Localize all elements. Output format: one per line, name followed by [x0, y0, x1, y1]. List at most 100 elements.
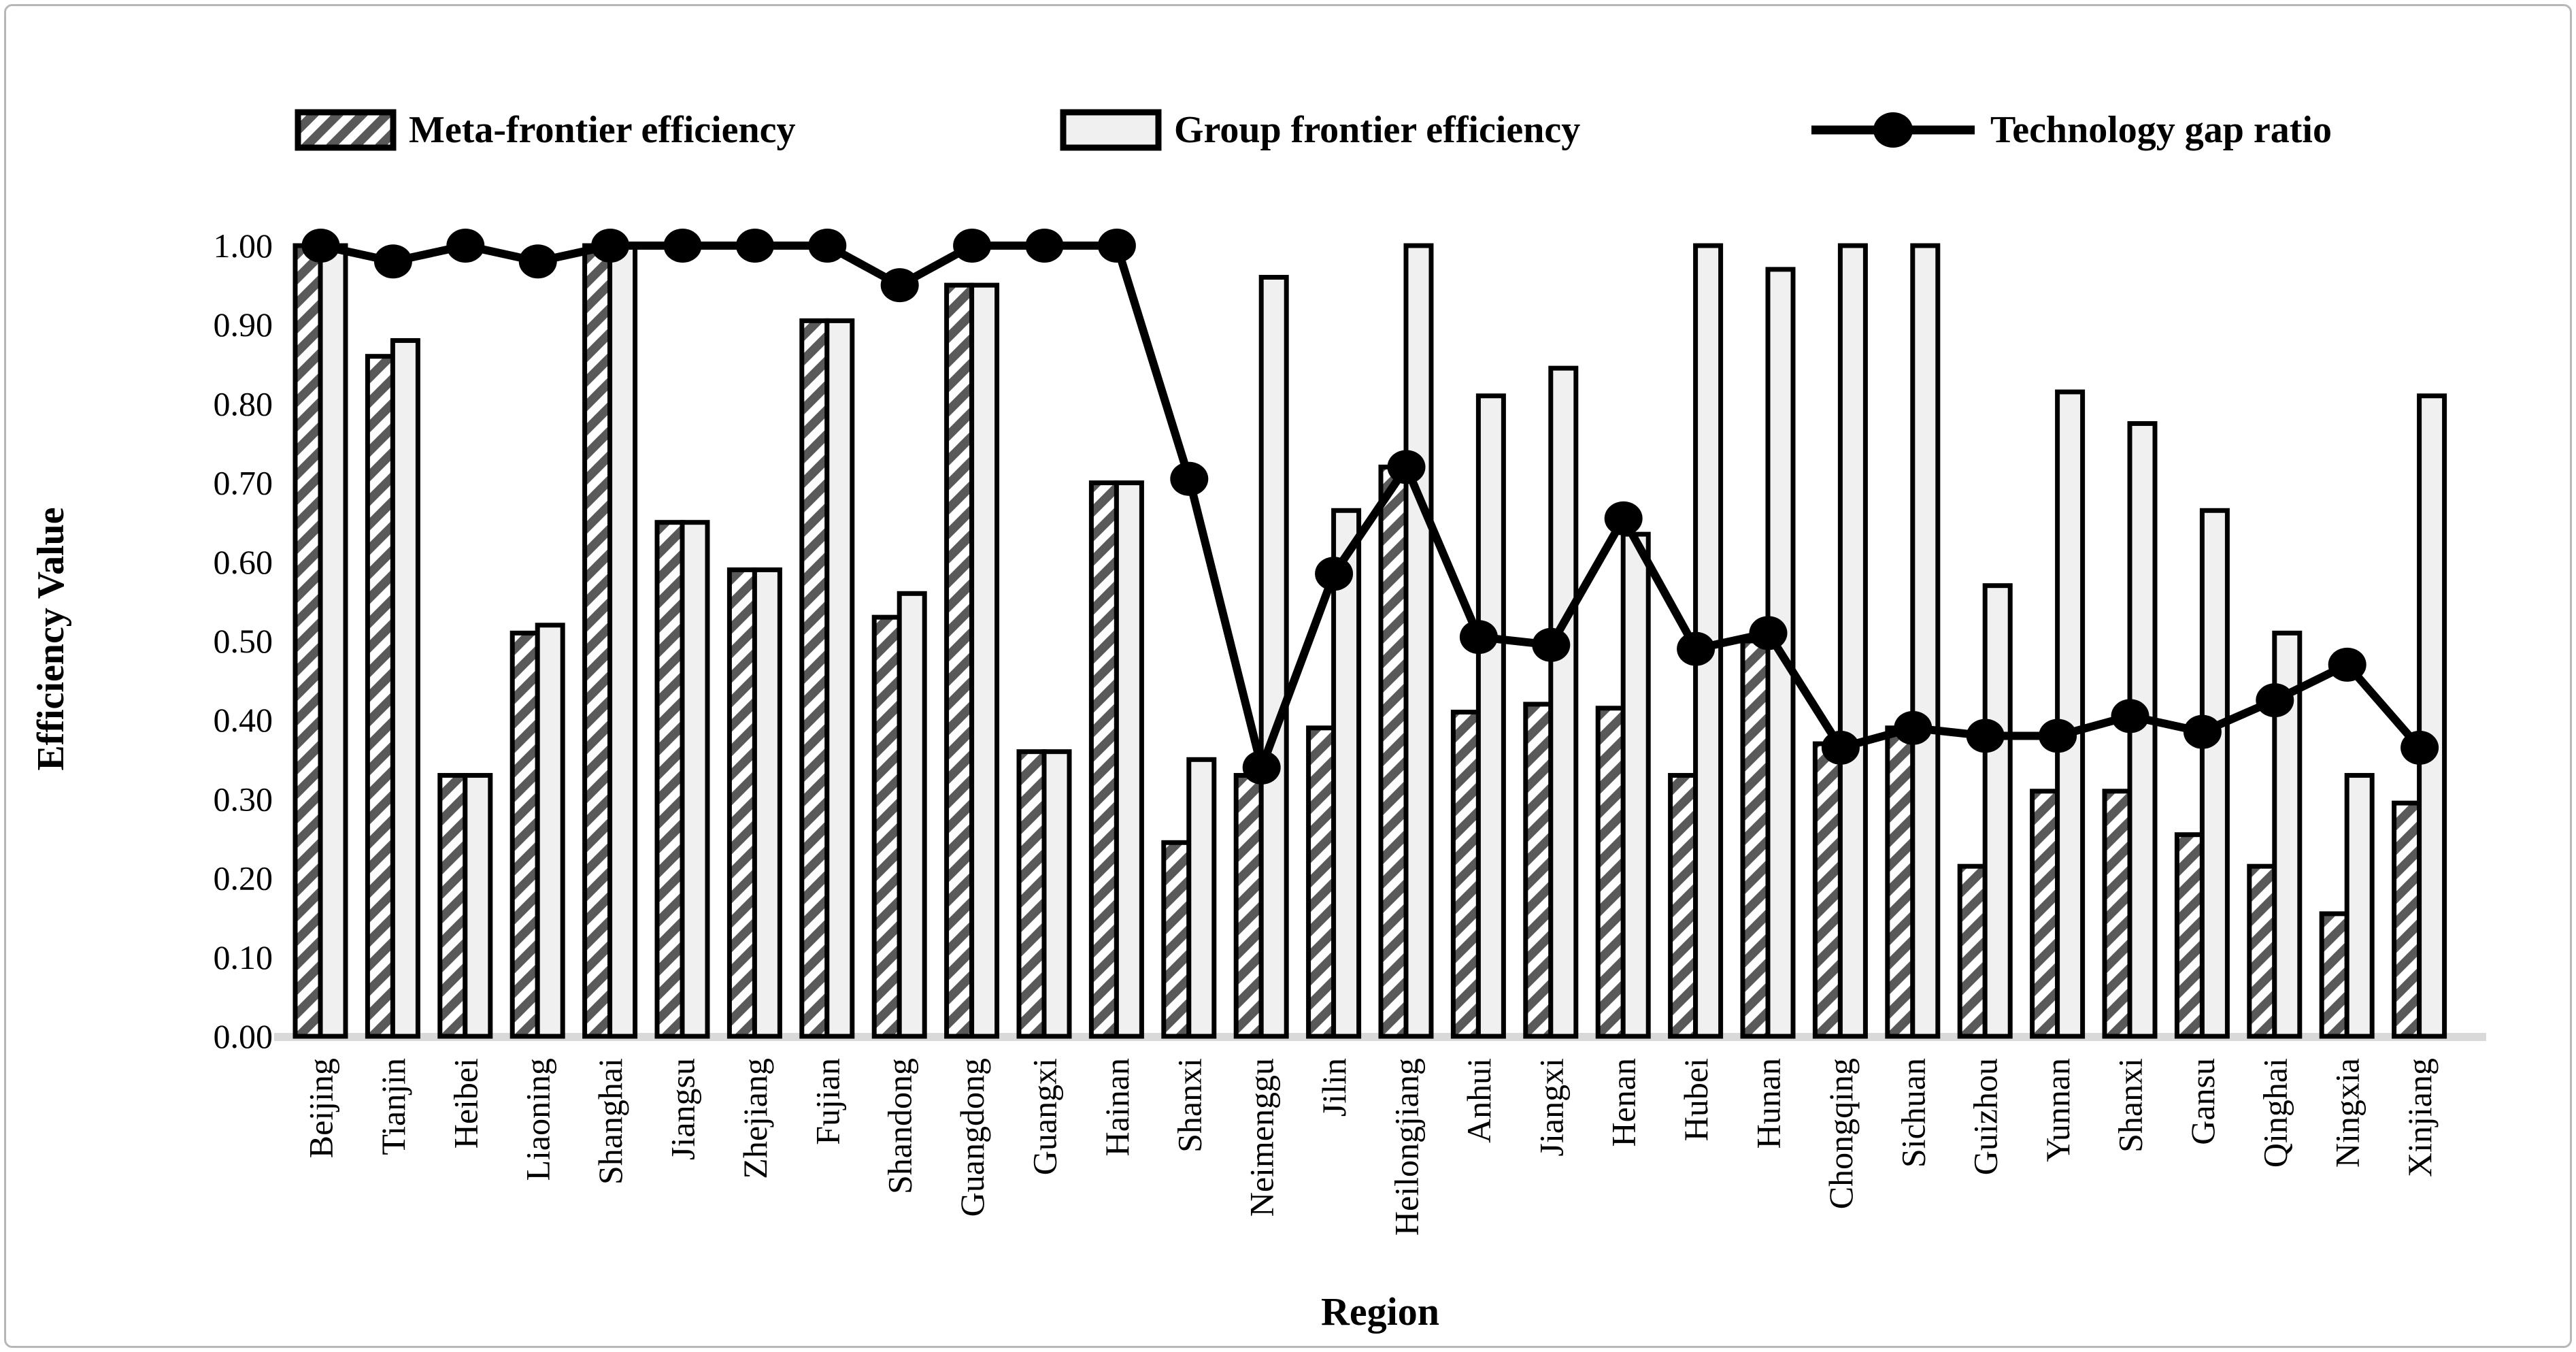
meta-bar	[654, 520, 685, 1039]
meta-bar	[2319, 911, 2349, 1039]
legend-label-group-frontier: Group frontier efficiency	[1174, 109, 1581, 151]
tgr-point	[735, 229, 774, 263]
tgr-point	[808, 229, 847, 263]
meta-bar	[365, 354, 395, 1039]
meta-bar	[437, 773, 468, 1039]
legend-item-meta-frontier: Meta-frontier efficiency	[295, 108, 796, 152]
group-bar	[680, 520, 710, 1039]
tgr-point	[2111, 699, 2150, 733]
meta-bar	[726, 567, 757, 1039]
meta-bar	[1812, 741, 1843, 1039]
meta-bar	[1233, 773, 1264, 1039]
group-bar	[1186, 757, 1217, 1039]
tgr-point	[1532, 627, 1571, 662]
group-bar	[752, 567, 782, 1039]
x-region-label: Zhejiang	[736, 1058, 774, 1179]
meta-bar	[509, 630, 540, 1039]
x-region-label: Fujian	[808, 1058, 846, 1145]
legend-item-technology-gap: Technology gap ratio	[1808, 108, 2332, 152]
tgr-point	[591, 229, 630, 263]
group-bar	[1837, 243, 1868, 1039]
x-region-label: Ningxia	[2328, 1058, 2366, 1168]
x-region-label: Henan	[1605, 1058, 1643, 1147]
group-bar	[535, 623, 565, 1039]
group-bar	[1548, 365, 1579, 1039]
group-bar	[2344, 773, 2375, 1039]
group-bar	[1982, 583, 2013, 1039]
tgr-point	[1459, 620, 1498, 655]
tgr-point	[1315, 557, 1354, 591]
tgr-point	[1749, 616, 1788, 650]
y-tick-label: 1.00	[214, 227, 273, 265]
meta-bar	[1668, 773, 1699, 1039]
x-region-label: Hubei	[1677, 1058, 1715, 1141]
x-region-label: Shanxi	[2111, 1058, 2150, 1153]
tgr-point	[2256, 683, 2294, 718]
group-bar	[318, 243, 348, 1039]
group-bar	[824, 318, 855, 1039]
x-region-label: Sichuan	[1894, 1058, 1932, 1168]
x-region-label: Xinjiang	[2401, 1058, 2439, 1177]
tgr-point	[2401, 730, 2439, 765]
chart-figure: 0.00 0.10 0.20 0.30 0.40 0.50 0.60 0.70 0.80 0.90…	[4, 4, 2572, 1348]
group-bar	[969, 282, 1000, 1039]
legend-item-group-frontier: Group frontier efficiency	[1060, 108, 1580, 152]
x-region-label: Hunan	[1750, 1058, 1788, 1149]
efficiency-chart: 0.00 0.10 0.20 0.30 0.40 0.50 0.60 0.70 0.80 0.90…	[214, 227, 2486, 1236]
x-region-label: Guangdong	[953, 1058, 991, 1217]
tgr-point	[953, 229, 992, 263]
tgr-point	[1242, 750, 1281, 785]
x-region-label: Hainan	[1098, 1058, 1136, 1156]
meta-bar	[2174, 832, 2205, 1039]
group-bar	[897, 591, 927, 1039]
tgr-point	[1170, 461, 1209, 496]
meta-bar	[1450, 710, 1481, 1039]
group-bar	[1910, 243, 1941, 1039]
x-region-label: Tianjin	[374, 1058, 412, 1155]
meta-bar	[799, 318, 830, 1039]
y-tick-label: 0.50	[214, 622, 273, 660]
x-region-label: Anhui	[1460, 1058, 1498, 1143]
meta-bar	[1088, 480, 1119, 1039]
meta-bar	[1523, 702, 1554, 1039]
tgr-point	[446, 229, 485, 263]
x-region-label: Jiangsu	[664, 1058, 702, 1160]
group-bar	[2199, 508, 2230, 1039]
x-region-label: Neimenggu	[1243, 1058, 1281, 1217]
meta-bar	[1595, 706, 1626, 1039]
tgr-point	[663, 229, 702, 263]
group-bar	[607, 243, 638, 1039]
x-axis-title: Region	[1321, 1289, 1439, 1334]
y-tick-label: 0.10	[214, 938, 273, 976]
x-region-label: Yunnan	[2039, 1058, 2077, 1162]
tgr-point	[1966, 719, 2005, 753]
meta-bar	[1016, 749, 1047, 1039]
x-region-label: Beijing	[302, 1058, 340, 1158]
meta-bar	[582, 243, 613, 1039]
x-region-label: Jiangxi	[1532, 1058, 1570, 1156]
meta-bar	[1740, 638, 1771, 1039]
tgr-point	[1097, 229, 1136, 263]
y-tick-label: 0.00	[214, 1017, 273, 1055]
y-axis-title: Efficiency Value	[30, 507, 72, 771]
group-bar	[1403, 243, 1434, 1039]
group-bar	[2417, 393, 2447, 1039]
group-bar	[1475, 393, 1506, 1039]
meta-bar	[2247, 863, 2277, 1039]
tgr-point	[1604, 501, 1643, 535]
y-tick-label: 0.40	[214, 701, 273, 739]
x-region-label: Shandong	[881, 1058, 919, 1194]
tgr-point	[1387, 450, 1426, 484]
x-region-label: Jilin	[1315, 1058, 1353, 1117]
meta-bar	[292, 243, 323, 1039]
group-bar	[1041, 749, 1072, 1039]
tgr-point	[880, 268, 919, 303]
tgr-point	[373, 244, 412, 279]
legend-label-meta-frontier: Meta-frontier efficiency	[409, 109, 796, 151]
x-region-label: Liaoning	[519, 1058, 557, 1181]
tgr-point	[2328, 647, 2366, 682]
x-region-label: Heilongjiang	[1388, 1058, 1426, 1236]
x-region-label: Shanxi	[1170, 1058, 1208, 1153]
meta-bar	[1378, 464, 1409, 1039]
tgr-point	[1821, 730, 1860, 765]
